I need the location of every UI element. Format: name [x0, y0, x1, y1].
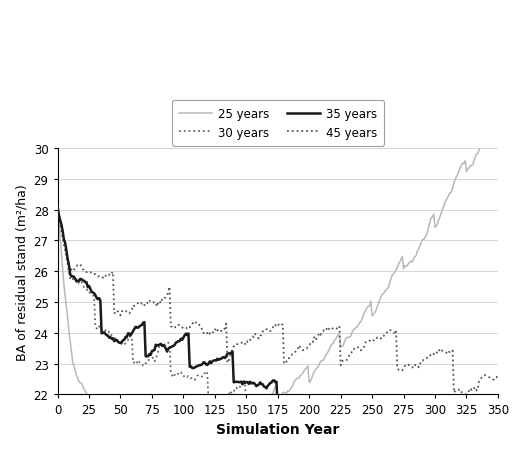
Legend: 25 years, 30 years, 35 years, 45 years: 25 years, 30 years, 35 years, 45 years: [172, 101, 384, 147]
Y-axis label: BA of residual stand (m²/ha): BA of residual stand (m²/ha): [15, 184, 28, 360]
X-axis label: Simulation Year: Simulation Year: [216, 422, 340, 436]
